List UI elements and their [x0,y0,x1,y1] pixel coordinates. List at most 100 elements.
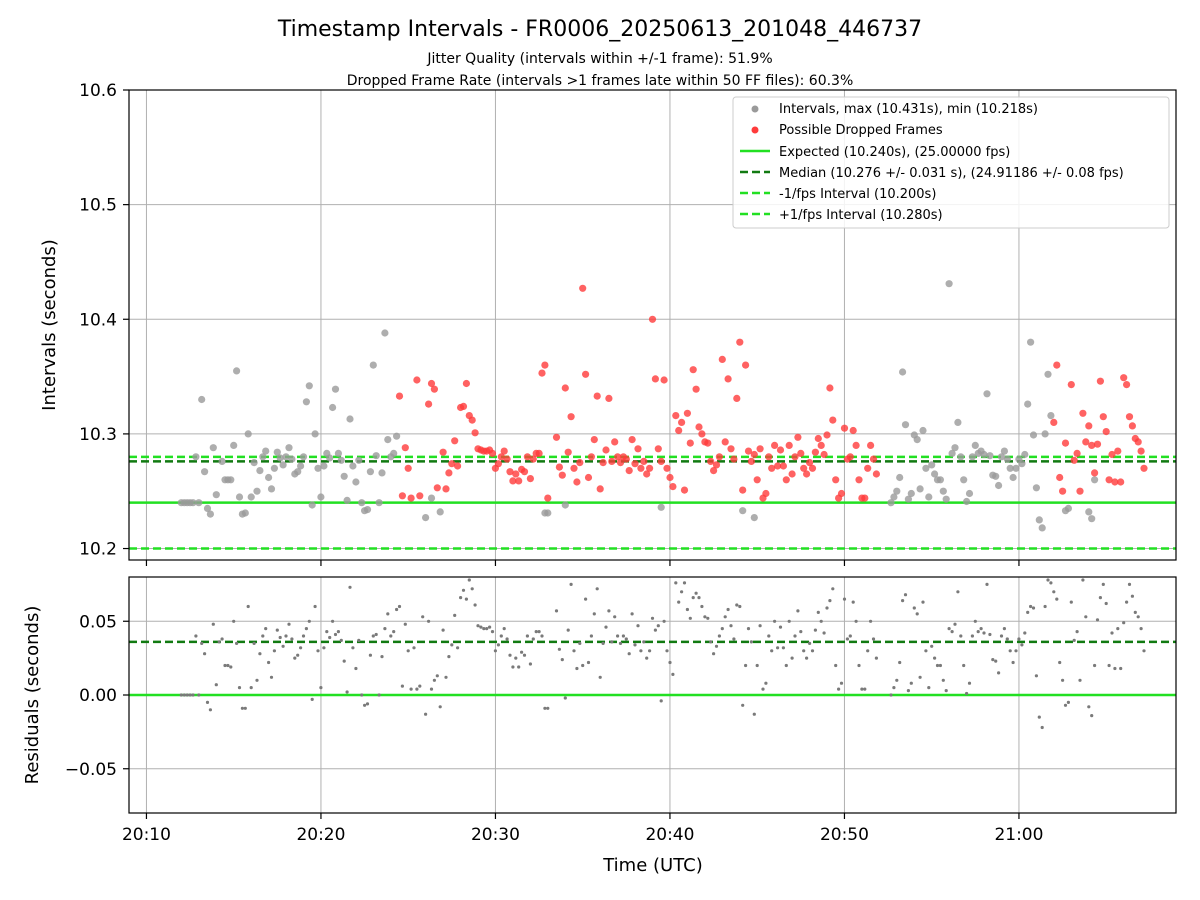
dropped-frame-point [602,446,610,454]
residual-point [179,693,183,697]
residual-point [944,689,948,693]
dropped-frame-point [678,418,686,426]
residual-point [860,687,864,691]
residual-point [281,644,285,648]
residual-point [839,681,844,685]
residual-point [988,632,992,637]
residual-point [1005,637,1009,641]
dropped-frame-point [442,485,450,493]
residual-point [1040,725,1044,730]
interval-point [305,382,313,390]
interval-point [297,462,305,470]
residual-point [851,600,855,604]
residual-point [322,646,326,650]
interval-point [1041,430,1049,438]
x-tick-label: 20:20 [296,825,345,845]
dropped-frame-point [445,469,453,477]
residual-point [688,616,692,620]
intervals-panel: 10.2 10.3 10.4 10.5 10.6 Intervals (seconds)… [39,81,1177,561]
residual-point [447,655,451,659]
residual-point [674,581,678,585]
interval-point [1032,484,1040,492]
dropped-frame-point [593,392,601,400]
legend: Intervals, max (10.431s), min (10.218s) … [732,96,1170,229]
residual-point [755,663,759,668]
interval-point [302,398,310,406]
residual-point [502,627,506,631]
residual-point [706,616,710,620]
dropped-frame-point [648,315,657,323]
interval-point [250,459,258,467]
residual-point [842,597,847,601]
residual-point [790,656,794,660]
legend-marker-dropped [751,126,759,134]
interval-point [358,499,366,507]
dropped-frame-point [631,460,639,468]
interval-point [349,462,357,470]
residual-point [962,663,966,668]
legend-entry-expected: Expected (10.240s), (25.00000 fps) [779,145,1010,160]
residual-point [1133,610,1137,615]
residual-point [793,634,797,638]
residual-point [368,653,372,657]
dropped-frame-point [1108,450,1116,459]
dropped-frame-point [558,471,566,479]
dropped-frame-point [1061,439,1070,447]
interval-point [960,476,968,484]
residual-point [226,663,230,668]
dropped-frame-point [654,445,662,453]
interval-point [913,436,921,444]
interval-point [329,403,337,412]
interval-point [331,385,340,393]
interval-point [951,444,959,452]
interval-point [1047,412,1055,420]
residual-point [592,612,596,616]
interval-point [983,390,991,398]
residual-point [269,675,274,679]
residual-point [906,689,911,693]
dropped-frame-point [869,455,878,463]
residual-point [569,582,573,587]
dropped-frame-point [660,376,668,384]
dropped-frame-point [689,366,697,374]
legend-entry-plus-interval: +1/fps Interval (10.280s) [779,208,943,223]
residual-point [197,693,201,697]
interval-point [201,468,209,476]
dropped-frame-point [552,433,561,441]
interval-point [233,367,241,375]
interval-point [218,457,226,465]
residual-point [409,687,413,691]
residual-point [761,687,765,691]
residual-point [464,597,468,601]
residual-point [496,643,500,647]
residual-point [1081,578,1085,582]
residual-point [776,646,780,650]
legend-marker-intervals [751,105,759,113]
interval-point [422,514,430,522]
residual-point [249,686,253,690]
dropped-frame-point [715,453,724,461]
residual-point [1072,638,1076,643]
residual-point [525,634,530,638]
interval-point [314,464,322,472]
residual-point [953,622,957,626]
dropped-frame-point [587,453,596,461]
residual-point [767,634,771,638]
dropped-frame-point [779,462,788,470]
dropped-frame-point [427,379,436,388]
dropped-frame-point [643,470,651,478]
residual-point [563,696,567,700]
dropped-frame-point [852,441,860,449]
dropped-frame-point [742,361,750,369]
interval-point [384,436,392,444]
dropped-frame-point [509,477,517,485]
x-tick-label: 20:40 [645,825,694,845]
residual-point [485,627,489,631]
residual-point [697,596,701,600]
residual-point [866,649,870,653]
residual-point [336,630,340,634]
dropped-frame-point [1091,469,1099,477]
interval-point [375,499,383,507]
residual-point [342,659,346,663]
residual-point [392,630,396,634]
